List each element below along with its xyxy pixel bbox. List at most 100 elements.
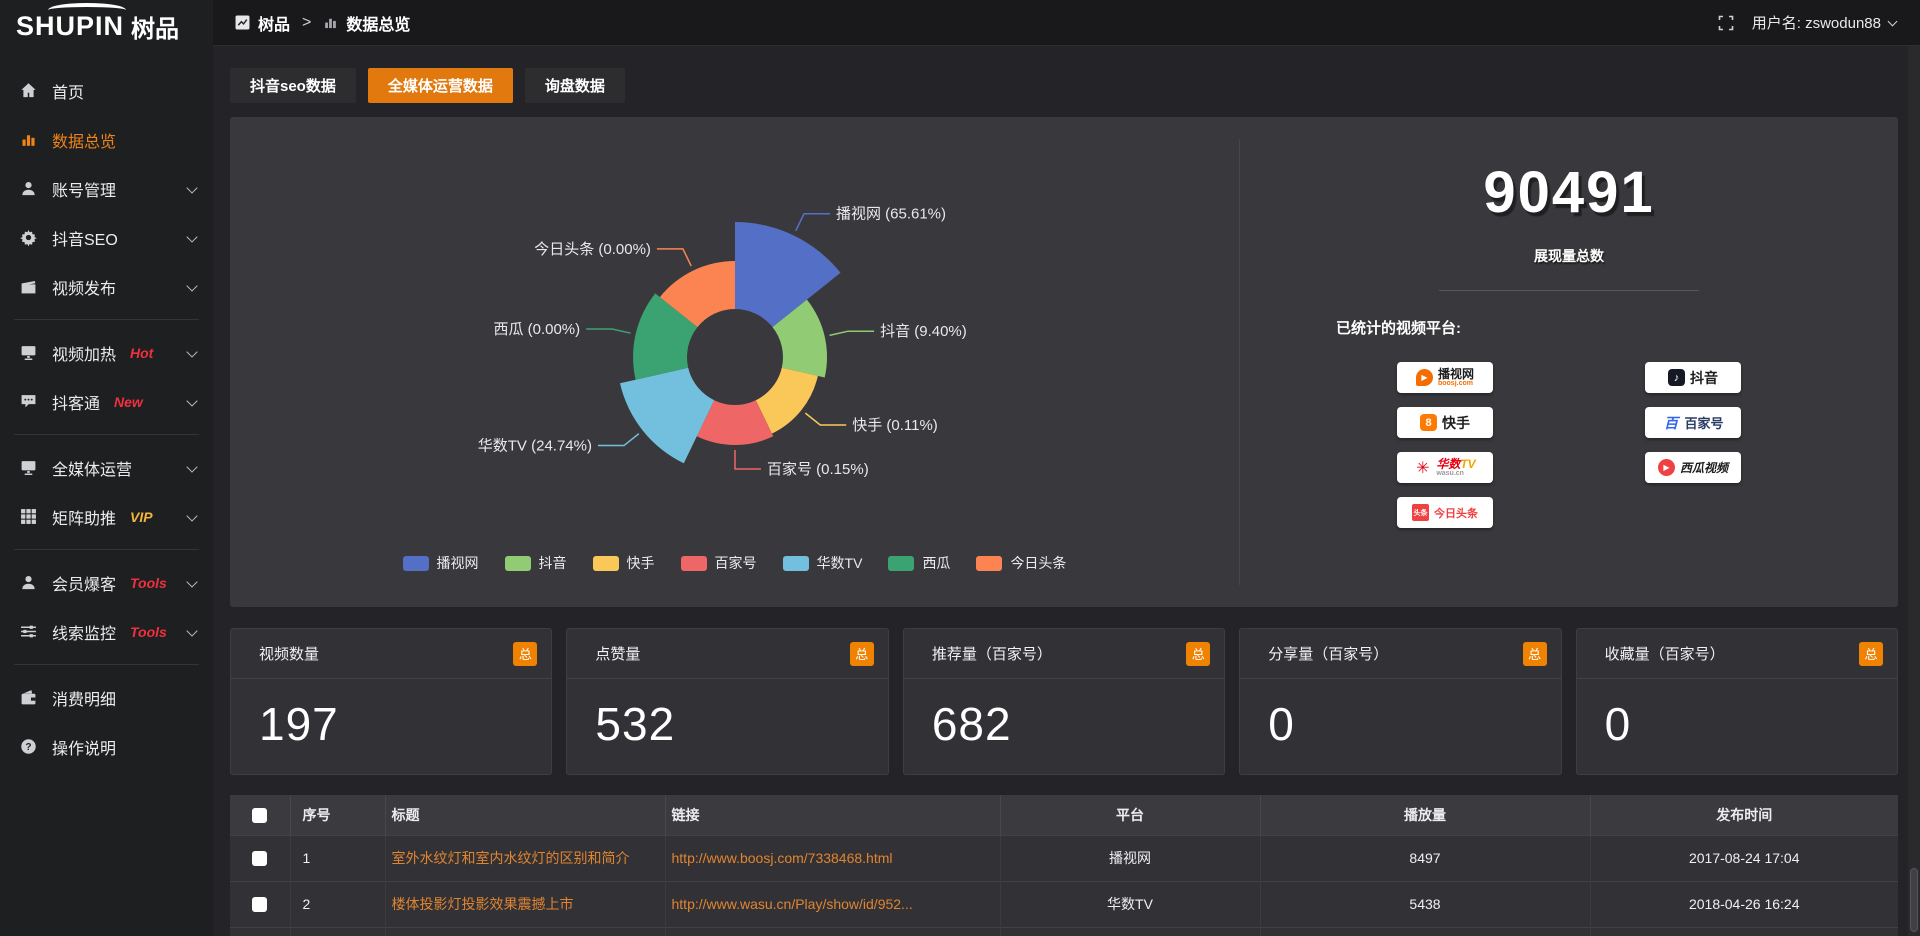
chevron-down-icon	[187, 578, 197, 588]
table-row-partial	[230, 926, 1898, 936]
tab-inquiry-data[interactable]: 询盘数据	[524, 68, 625, 103]
video-title-link[interactable]: 楼体投影灯投影效果震撼上市	[391, 896, 574, 912]
breadcrumb-root[interactable]: 树品	[258, 16, 291, 34]
sidebar-item-data-overview[interactable]: 数据总览	[0, 115, 213, 164]
sidebar-item-douyin-seo[interactable]: 抖音SEO	[0, 213, 213, 262]
row-checkbox[interactable]	[252, 851, 268, 867]
total-badge[interactable]: 总	[513, 641, 538, 666]
chat-icon	[20, 393, 37, 410]
chevron-down-icon	[187, 512, 197, 522]
platform-share-chart: 播视网 (65.61%) 抖音 (9.40%) 快手 (0.11%) 百家号 (0.1…	[230, 117, 1239, 607]
user-menu[interactable]: 用户名: zswodun88	[1752, 12, 1898, 33]
legend-swatch	[782, 555, 809, 571]
pie-slice[interactable]	[633, 293, 698, 380]
pie-label-line	[597, 433, 640, 447]
stat-value: 682	[931, 698, 1012, 750]
pie-label-line	[586, 328, 631, 334]
xigua-logo-icon: ▶	[1657, 459, 1675, 476]
cell-index: 1	[290, 834, 386, 881]
logo-arc	[48, 3, 126, 17]
sidebar-item-home[interactable]: 首页	[0, 66, 213, 115]
sidebar: SHUPIN 树品 首页 数据总览 账号管理 抖音SEO 视频发布	[0, 0, 213, 936]
sidebar-item-account-management[interactable]: 账号管理	[0, 164, 213, 213]
total-badge[interactable]: 总	[849, 641, 874, 666]
pie-slice[interactable]	[696, 400, 774, 446]
sidebar-item-omnimedia-operation[interactable]: 全媒体运营	[0, 443, 213, 492]
select-all-checkbox[interactable]	[252, 808, 268, 824]
tab-douyin-seo-data[interactable]: 抖音seo数据	[230, 68, 356, 103]
sidebar-item-video-heat[interactable]: 视频加热 Hot	[0, 328, 213, 377]
legend-item[interactable]: 西瓜	[888, 553, 950, 573]
platforms-column-right: ♪ 抖音 百 百家号 ▶ 西瓜视频	[1645, 362, 1741, 528]
col-header-index: 序号	[290, 795, 386, 835]
col-header-publish-time: 发布时间	[1590, 795, 1898, 835]
impressions-total-value: 90491	[1483, 160, 1655, 225]
douyin-logo-icon: ♪	[1668, 369, 1685, 386]
table-row: 1 室外水纹灯和室内水纹灯的区别和简介 http://www.boosj.com…	[230, 834, 1898, 881]
sidebar-item-operation-guide[interactable]: ? 操作说明	[0, 722, 213, 771]
videos-table: 序号 标题 链接 平台 播放量 发布时间 1 室外水纹灯和室内水纹灯的区别和简介…	[230, 795, 1898, 936]
platforms-column-left: ▶ 播视网 boosj.com 8 快手 ✳ 华数TV	[1397, 362, 1493, 528]
total-badge[interactable]: 总	[1859, 641, 1884, 666]
platforms-counted-label: 已统计的视频平台:	[1336, 320, 1461, 337]
platform-badge-wasu: ✳ 华数TV wasu.cn	[1397, 452, 1493, 483]
horizontal-divider	[1439, 290, 1699, 291]
fullscreen-icon[interactable]	[1718, 15, 1734, 31]
cell-plays: 8497	[1260, 834, 1591, 881]
pie-slice[interactable]	[659, 260, 735, 328]
gear-icon	[20, 229, 37, 247]
legend-item[interactable]: 快手	[592, 553, 655, 573]
sidebar-item-doketong[interactable]: 抖客通 New	[0, 377, 213, 426]
menu-divider	[14, 319, 199, 320]
chevron-down-icon	[187, 348, 197, 358]
bar-chart-icon	[20, 131, 37, 148]
sidebar-item-consumption-details[interactable]: 消费明细	[0, 673, 213, 722]
platforms-grid: ▶ 播视网 boosj.com 8 快手 ✳ 华数TV	[1240, 362, 1898, 528]
pie-label: 快手 (0.11%)	[852, 417, 938, 434]
question-circle-icon: ?	[20, 738, 37, 755]
video-url-link[interactable]: http://www.boosj.com/7338468.html	[671, 850, 893, 866]
boosj-logo-icon: ▶	[1415, 369, 1433, 386]
video-url-link[interactable]: http://www.wasu.cn/Play/show/id/952...	[671, 896, 913, 912]
logo-text-cn: 树品	[131, 15, 180, 43]
user-icon	[20, 574, 37, 591]
chart-legend: 播视网 抖音 快手 百家号 华数TV 西瓜 今日头条	[230, 553, 1239, 573]
legend-item[interactable]: 播视网	[402, 553, 479, 573]
cell-platform: 播视网	[1000, 834, 1261, 881]
chevron-down-icon	[187, 397, 197, 407]
sidebar-item-matrix-boost[interactable]: 矩阵助推 VIP	[0, 492, 213, 541]
total-badge[interactable]: 总	[1186, 641, 1211, 666]
cell-index: 2	[290, 880, 386, 927]
stat-card-favorites: 收藏量（百家号） 总 0	[1575, 628, 1899, 775]
cell-publish-time: 2017-08-24 17:04	[1590, 834, 1898, 881]
legend-label: 西瓜	[922, 555, 951, 571]
scrollbar-thumb[interactable]	[1910, 868, 1918, 932]
legend-swatch	[592, 555, 619, 571]
wallet-icon	[20, 689, 37, 706]
stat-value: 0	[1604, 698, 1632, 750]
stat-card-video-count: 视频数量 总 197	[230, 628, 553, 775]
breadcrumb-chart-icon	[323, 15, 338, 30]
pie-slice[interactable]	[620, 367, 715, 464]
app-logo[interactable]: SHUPIN 树品	[0, 0, 213, 52]
sidebar-item-video-publish[interactable]: 视频发布	[0, 262, 213, 311]
pie-label-line	[829, 330, 875, 337]
chevron-down-icon	[187, 184, 197, 194]
sidebar-item-lead-monitoring[interactable]: 线索监控 Tools	[0, 607, 213, 656]
legend-item[interactable]: 百家号	[680, 553, 757, 573]
scrollbar[interactable]	[1908, 46, 1920, 936]
pie-slice[interactable]	[735, 222, 841, 328]
pie-slice[interactable]	[755, 367, 818, 434]
sidebar-item-member-baoke[interactable]: 会员爆客 Tools	[0, 558, 213, 607]
row-checkbox[interactable]	[252, 897, 268, 913]
total-badge[interactable]: 总	[1522, 641, 1547, 666]
pie-slice[interactable]	[772, 299, 828, 378]
legend-item[interactable]: 抖音	[504, 553, 567, 573]
breadcrumb-current[interactable]: 数据总览	[346, 16, 411, 34]
legend-item[interactable]: 今日头条	[976, 553, 1066, 573]
legend-item[interactable]: 华数TV	[782, 553, 862, 573]
video-title-link[interactable]: 室外水纹灯和室内水纹灯的区别和简介	[391, 850, 630, 866]
monitor-icon	[20, 344, 37, 361]
tab-omnimedia-operation-data[interactable]: 全媒体运营数据	[367, 68, 513, 103]
grid-icon	[20, 508, 37, 525]
